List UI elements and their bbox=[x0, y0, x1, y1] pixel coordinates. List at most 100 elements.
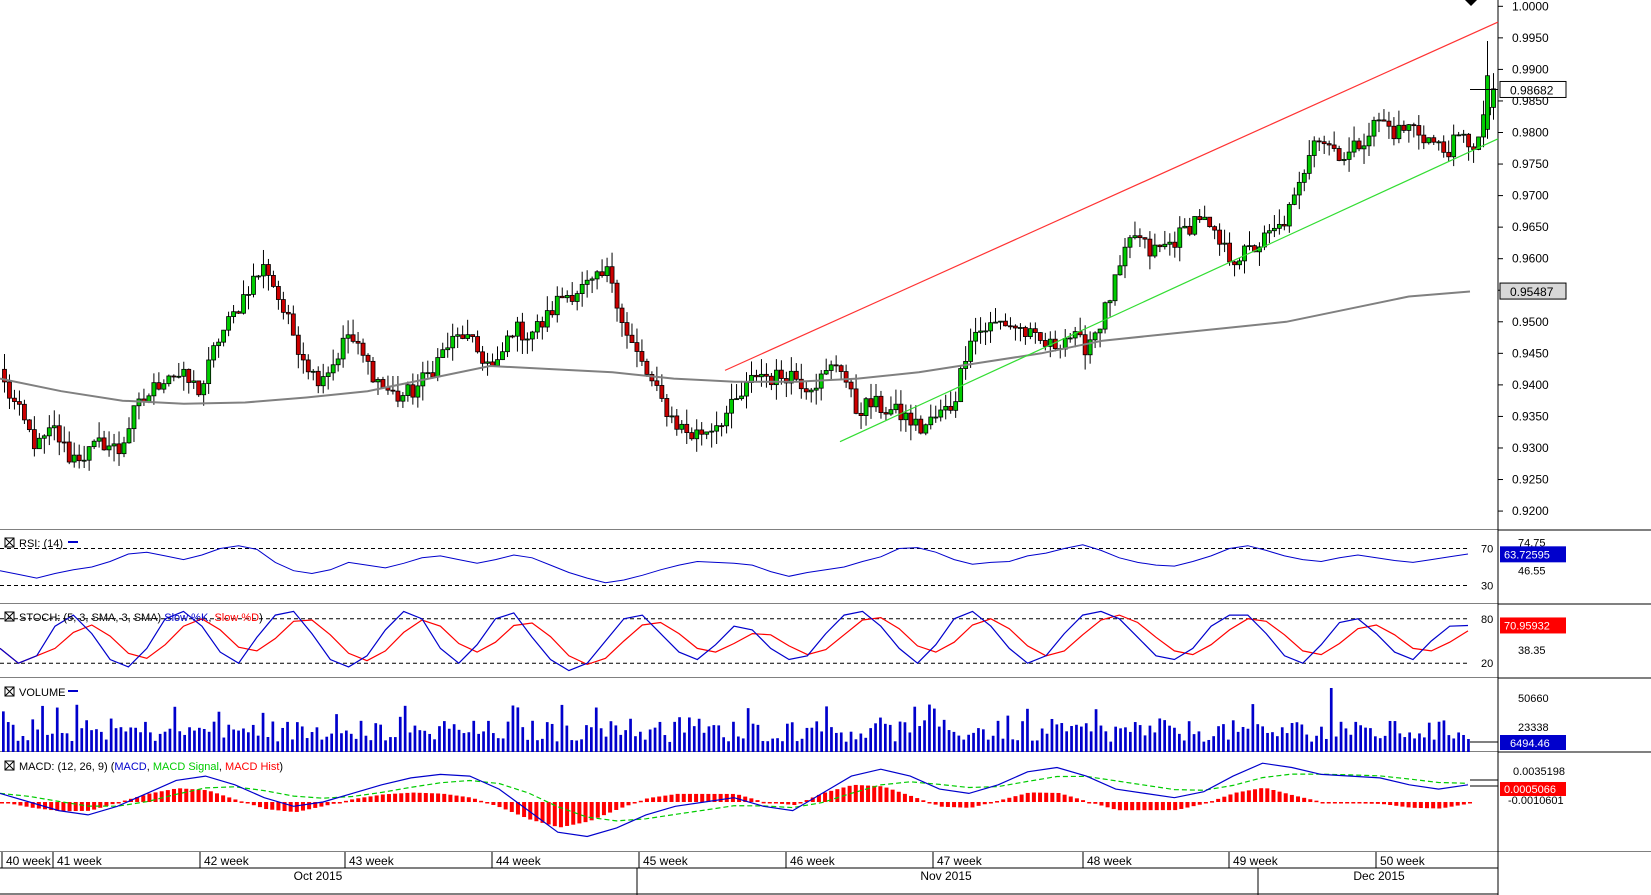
candle-body bbox=[36, 437, 42, 450]
price-panel: 1.00000.99500.99000.98500.98000.97500.97… bbox=[0, 0, 1651, 531]
price-tick-label: 0.9900 bbox=[1512, 62, 1549, 76]
volume-bar bbox=[737, 736, 740, 752]
month-label: Dec 2015 bbox=[1353, 869, 1405, 883]
price-tick-label: 0.9200 bbox=[1512, 504, 1549, 518]
candle-body bbox=[450, 335, 456, 349]
macd-hist-bar bbox=[208, 791, 213, 802]
volume-bar bbox=[541, 738, 544, 752]
candle-body bbox=[271, 275, 276, 287]
macd-hist-bar bbox=[399, 793, 404, 802]
candle-body bbox=[1431, 137, 1437, 143]
volume-bar bbox=[575, 740, 578, 752]
candle-body bbox=[131, 405, 137, 430]
panel-label: RSI: (14) bbox=[19, 538, 63, 550]
macd-hist-bar bbox=[239, 801, 244, 803]
candle-body bbox=[1097, 328, 1103, 334]
volume-bar bbox=[188, 727, 191, 752]
candle-body bbox=[345, 334, 351, 339]
macd-hist-bar bbox=[1468, 802, 1472, 804]
volume-bar bbox=[996, 720, 1000, 752]
macd-hist-bar bbox=[749, 798, 754, 802]
price-tick-label: 0.9250 bbox=[1512, 473, 1549, 487]
price-panel-bg bbox=[0, 0, 1498, 530]
macd-hist-bar bbox=[952, 802, 957, 808]
candle-body bbox=[1112, 274, 1118, 302]
candle-body bbox=[913, 418, 919, 426]
candle-body bbox=[659, 385, 665, 399]
candle-body bbox=[1281, 223, 1287, 227]
candle-body bbox=[335, 358, 341, 366]
macd-hist-bar bbox=[534, 802, 539, 822]
volume-bar bbox=[683, 732, 686, 752]
volume-bar bbox=[1236, 731, 1240, 752]
volume-bar bbox=[1280, 727, 1284, 752]
volume-bar bbox=[653, 727, 657, 752]
volume-bar bbox=[291, 739, 294, 752]
candle-body bbox=[729, 398, 734, 414]
volume-bar bbox=[51, 733, 54, 752]
volume-bar bbox=[531, 720, 534, 752]
macd-hist-bar bbox=[657, 796, 662, 802]
candle-body bbox=[684, 423, 690, 434]
volume-bar bbox=[1231, 720, 1235, 752]
candle-body bbox=[609, 266, 615, 284]
volume-bar bbox=[134, 727, 137, 752]
volume-bar bbox=[90, 730, 93, 752]
volume-bar bbox=[614, 725, 618, 752]
candle-body bbox=[1247, 245, 1252, 248]
volume-bar bbox=[1442, 720, 1446, 752]
candle-body bbox=[510, 335, 515, 338]
candle-body bbox=[465, 334, 471, 339]
macd-hist-bar bbox=[153, 792, 158, 802]
candle-body bbox=[305, 359, 311, 373]
volume-bar bbox=[967, 734, 970, 752]
macd-hist-bar bbox=[1461, 802, 1466, 805]
candle-body bbox=[1067, 337, 1073, 340]
candle-body bbox=[1042, 340, 1048, 347]
macd-hist-bar bbox=[214, 793, 219, 802]
macd-hist-bar bbox=[565, 802, 570, 826]
rsi-panel-bg bbox=[0, 530, 1498, 604]
volume-bar bbox=[457, 729, 461, 752]
volume-bar bbox=[697, 718, 701, 752]
candle-body bbox=[495, 359, 500, 367]
candle-body bbox=[1102, 302, 1108, 330]
candle-body bbox=[1187, 225, 1193, 235]
volume-bar bbox=[570, 740, 574, 752]
volume-bar bbox=[830, 727, 833, 752]
macd-hist-bar bbox=[755, 800, 760, 802]
macd-hist-bar bbox=[1007, 797, 1012, 802]
macd-hist-bar bbox=[1302, 797, 1307, 802]
macd-hist-bar bbox=[356, 798, 361, 802]
macd-hist-bar bbox=[122, 800, 127, 803]
candle-body bbox=[624, 322, 630, 336]
macd-hist-bar bbox=[67, 802, 72, 812]
volume-bar bbox=[398, 716, 402, 752]
macd-hist-bar bbox=[1197, 802, 1202, 805]
volume-bar bbox=[942, 719, 946, 752]
macd-hist-bar bbox=[546, 802, 551, 825]
candle-body bbox=[948, 405, 954, 411]
macd-hist-bar bbox=[1173, 802, 1178, 811]
volume-bar bbox=[6, 722, 10, 752]
macd-hist-bar bbox=[55, 802, 60, 811]
panel-close-icon-x bbox=[4, 537, 15, 548]
candles bbox=[2, 41, 1496, 471]
volume-bar bbox=[1016, 740, 1019, 752]
candle-body bbox=[151, 382, 157, 397]
macd-hist-bar bbox=[1136, 802, 1141, 811]
volume-bar bbox=[1001, 738, 1005, 752]
candle-body bbox=[674, 415, 680, 430]
candle-body bbox=[1237, 260, 1242, 266]
volume-bar bbox=[271, 721, 275, 752]
candle-body bbox=[390, 389, 396, 392]
volume-bar bbox=[1369, 728, 1372, 752]
macd-hist-bar bbox=[1388, 802, 1393, 806]
candle-body bbox=[480, 351, 485, 364]
candle-body bbox=[71, 454, 77, 463]
candle-body bbox=[679, 423, 685, 430]
macd-hist-bar bbox=[1117, 802, 1122, 811]
macd-hist-bar bbox=[1320, 802, 1325, 804]
candle-body bbox=[1436, 141, 1442, 144]
candle-body bbox=[1157, 244, 1163, 248]
